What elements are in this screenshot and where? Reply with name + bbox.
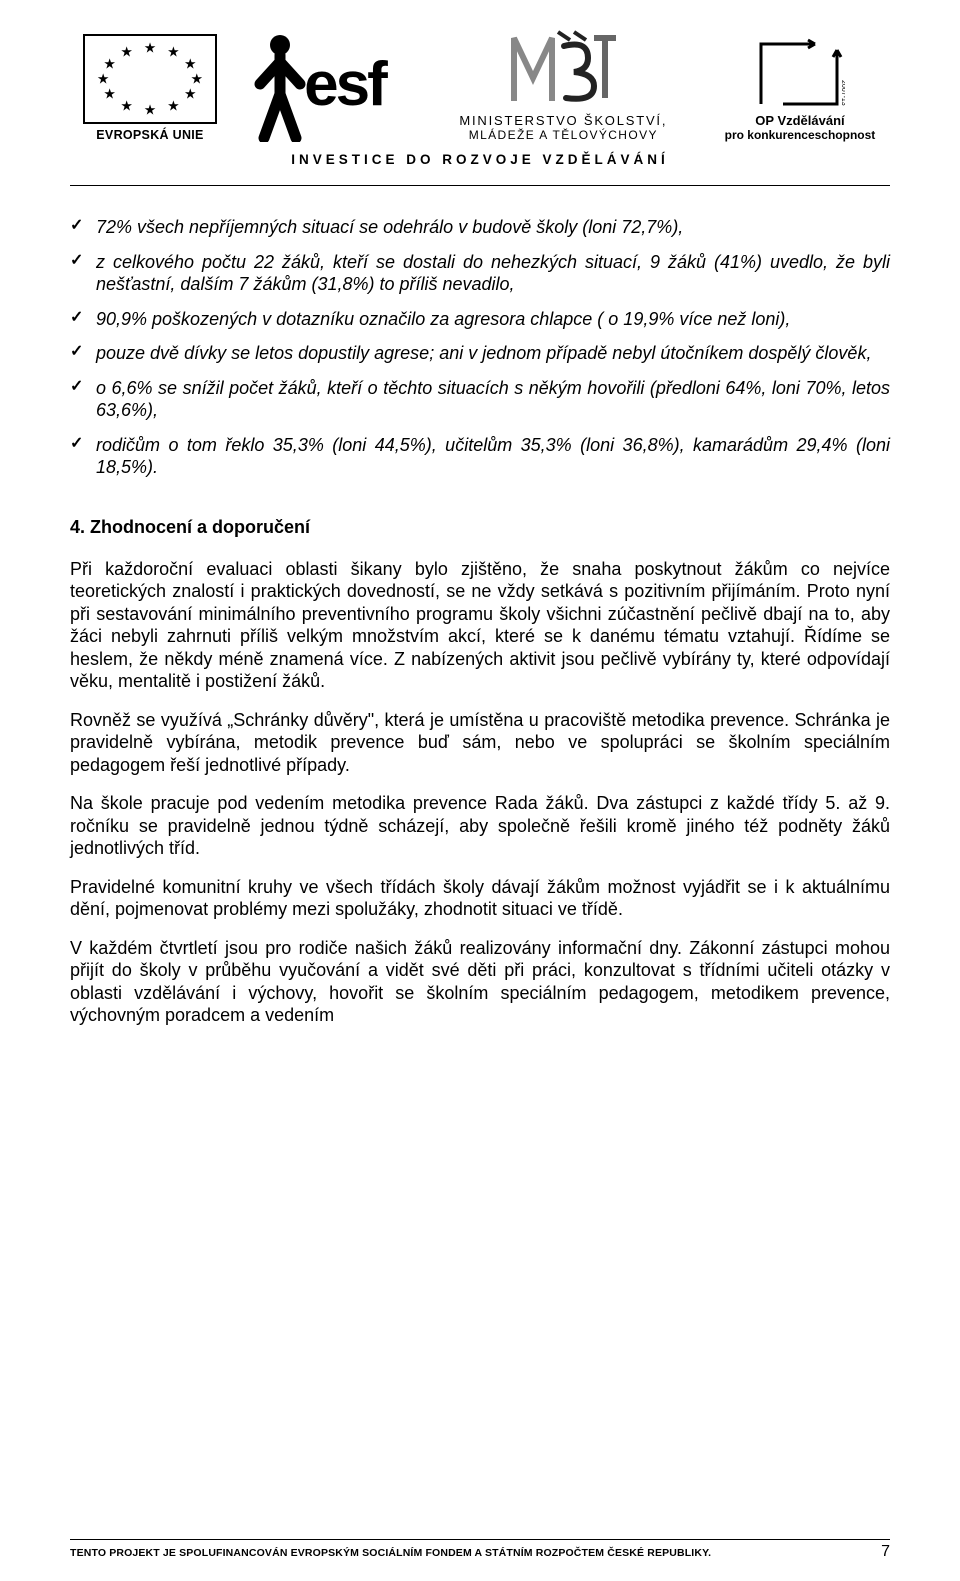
header-divider — [70, 185, 890, 186]
paragraph: Rovněž se využívá „Schránky důvěry", kte… — [70, 709, 890, 777]
opvk-logo: 2007-13 OP Vzdělávání pro konkurencescho… — [710, 38, 890, 142]
bullet-item: rodičům o tom řeklo 35,3% (loni 44,5%), … — [96, 434, 890, 479]
header-logos: ★ ★ ★ ★ ★ ★ ★ ★ ★ ★ ★ ★ EVROPSKÁ UNIE — [70, 30, 890, 142]
paragraph: Na škole pracuje pod vedením metodika pr… — [70, 792, 890, 860]
opvk-line1: OP Vzdělávání — [755, 113, 844, 128]
bullet-item: pouze dvě dívky se letos dopustily agres… — [96, 342, 890, 365]
opvk-icon: 2007-13 — [755, 38, 845, 110]
msmt-line1: MINISTERSTVO ŠKOLSTVÍ, — [459, 113, 667, 128]
paragraph: V každém čtvrtletí jsou pro rodiče našic… — [70, 937, 890, 1027]
paragraph: Pravidelné komunitní kruhy ve všech tříd… — [70, 876, 890, 921]
eu-logo: ★ ★ ★ ★ ★ ★ ★ ★ ★ ★ ★ ★ EVROPSKÁ UNIE — [70, 34, 230, 142]
eu-flag-icon: ★ ★ ★ ★ ★ ★ ★ ★ ★ ★ ★ ★ — [83, 34, 217, 124]
bullet-item: o 6,6% se snížil počet žáků, kteří o těc… — [96, 377, 890, 422]
eu-label: EVROPSKÁ UNIE — [96, 128, 203, 142]
bullet-list: 72% všech nepříjemných situací se odehrá… — [70, 216, 890, 479]
page-footer: TENTO PROJEKT JE SPOLUFINANCOVÁN EVROPSK… — [70, 1539, 890, 1561]
bullet-item: 72% všech nepříjemných situací se odehrá… — [96, 216, 890, 239]
header-tagline: INVESTICE DO ROZVOJE VZDĚLÁVÁNÍ — [70, 152, 890, 167]
paragraph: Při každoroční evaluaci oblasti šikany b… — [70, 558, 890, 693]
opvk-line2: pro konkurenceschopnost — [725, 128, 876, 142]
bullet-item: z celkového počtu 22 žáků, kteří se dost… — [96, 251, 890, 296]
footer-divider — [70, 1539, 890, 1540]
svg-text:2007-13: 2007-13 — [840, 80, 845, 106]
msmt-icon — [508, 30, 618, 111]
footer-text: TENTO PROJEKT JE SPOLUFINANCOVÁN EVROPSK… — [70, 1547, 711, 1559]
esf-icon: esf — [249, 32, 404, 142]
document-page: ★ ★ ★ ★ ★ ★ ★ ★ ★ ★ ★ ★ EVROPSKÁ UNIE — [0, 0, 960, 1581]
esf-logo: esf — [237, 32, 417, 142]
msmt-logo: MINISTERSTVO ŠKOLSTVÍ, MLÁDEŽE A TĚLOVÝC… — [423, 30, 703, 142]
section-heading: 4. Zhodnocení a doporučení — [70, 517, 890, 538]
bullet-item: 90,9% poškozených v dotazníku označilo z… — [96, 308, 890, 331]
msmt-line2: MLÁDEŽE A TĚLOVÝCHOVY — [469, 128, 658, 142]
esf-text: esf — [304, 54, 385, 116]
page-number: 7 — [881, 1543, 890, 1561]
